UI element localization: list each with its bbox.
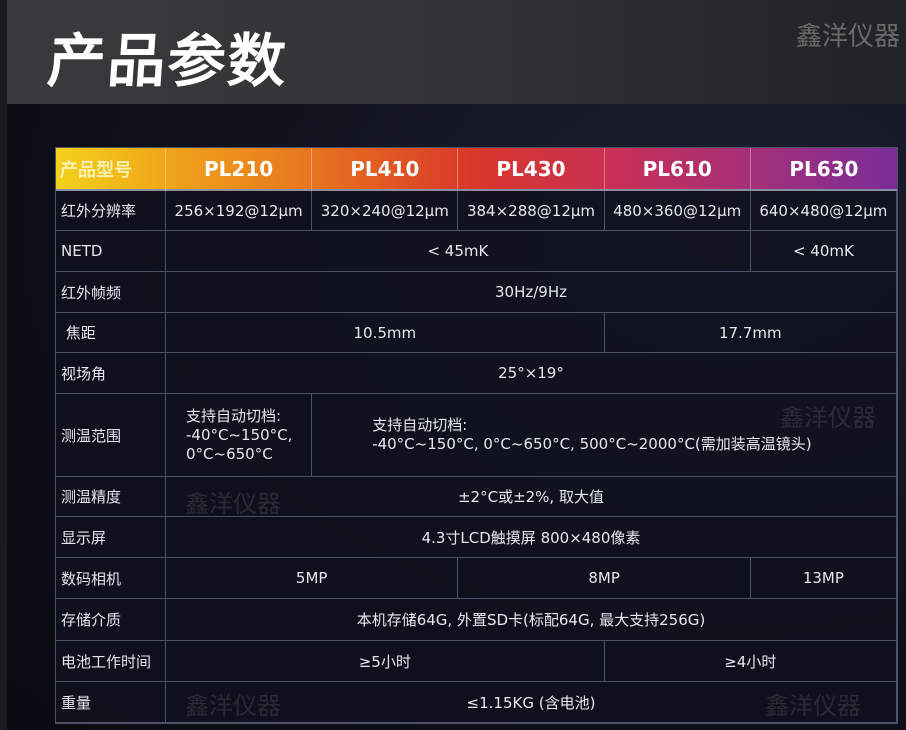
row-label-frame-rate: 红外帧频 bbox=[56, 272, 166, 313]
header-model: PL430 bbox=[458, 148, 605, 191]
row-label-storage: 存储介质 bbox=[56, 599, 166, 641]
cell: 支持自动切档: -40°C~150°C, 0°C~650°C bbox=[166, 394, 313, 477]
cell: 8MP bbox=[458, 558, 751, 599]
page-title: 产品参数 bbox=[45, 27, 291, 95]
row-label-display: 显示屏 bbox=[56, 517, 166, 558]
watermark: 鑫洋仪器 bbox=[765, 692, 861, 720]
watermark: 鑫洋仪器 bbox=[780, 404, 876, 432]
left-edge bbox=[0, 0, 7, 730]
cell: < 40mK bbox=[750, 231, 897, 272]
cell: ≥4小时 bbox=[604, 641, 897, 682]
row-label-focal: 焦距 bbox=[56, 313, 166, 353]
header-gradient bbox=[56, 148, 897, 191]
cell: 25°×19° bbox=[166, 353, 897, 394]
cell: 640×480@12μm bbox=[750, 191, 897, 231]
header-model: PL630 bbox=[750, 148, 897, 191]
cell: 480×360@12μm bbox=[604, 191, 751, 231]
row-label-fov: 视场角 bbox=[56, 353, 166, 394]
row-label-resolution: 红外分辨率 bbox=[56, 191, 166, 231]
title-banner bbox=[0, 0, 906, 104]
watermark: 鑫洋仪器 bbox=[796, 22, 901, 52]
cell: 256×192@12μm bbox=[166, 191, 313, 231]
cell: 4.3寸LCD触摸屏 800×480像素 bbox=[166, 517, 897, 558]
range-line: -40°C~150°C, 0°C~650°C, 500°C~2000°C(需加装… bbox=[372, 435, 812, 453]
cell: 384×288@12μm bbox=[458, 191, 605, 231]
header-model: PL410 bbox=[312, 148, 459, 191]
spec-table: 产品型号 PL210 PL410 PL430 PL610 PL630 红外分辨率… bbox=[55, 147, 898, 724]
header-model: PL210 bbox=[166, 148, 313, 191]
watermark: 鑫洋仪器 bbox=[185, 490, 281, 518]
row-label-netd: NETD bbox=[56, 231, 166, 272]
cell: ≥5小时 bbox=[166, 641, 605, 682]
cell: ≤1.15KG (含电池) bbox=[166, 682, 897, 723]
cell: 10.5mm bbox=[166, 313, 605, 353]
range-line: -40°C~150°C, bbox=[186, 425, 293, 444]
row-label-battery: 电池工作时间 bbox=[56, 641, 166, 682]
cell: 30Hz/9Hz bbox=[166, 272, 897, 313]
cell: 本机存储64G, 外置SD卡(标配64G, 最大支持256G) bbox=[166, 599, 897, 641]
cell: 13MP bbox=[750, 558, 897, 599]
row-label-weight: 重量 bbox=[56, 682, 166, 723]
range-line: 0°C~650°C bbox=[186, 444, 273, 463]
header-model: PL610 bbox=[604, 148, 751, 191]
row-label-accuracy: 测温精度 bbox=[56, 477, 166, 517]
cell: ±2°C或±2%, 取大值 bbox=[166, 477, 897, 517]
cell: 5MP bbox=[166, 558, 459, 599]
cell: 17.7mm bbox=[604, 313, 897, 353]
cell: < 45mK bbox=[166, 231, 751, 272]
header-label: 产品型号 bbox=[56, 148, 166, 191]
row-label-range: 测温范围 bbox=[56, 394, 166, 477]
watermark: 鑫洋仪器 bbox=[185, 692, 281, 720]
range-line: 支持自动切档: bbox=[372, 416, 468, 434]
range-line: 支持自动切档: bbox=[186, 406, 282, 425]
row-label-camera: 数码相机 bbox=[56, 558, 166, 599]
cell: 320×240@12μm bbox=[312, 191, 459, 231]
cell: 支持自动切档: -40°C~150°C, 0°C~650°C, 500°C~20… bbox=[312, 394, 897, 477]
